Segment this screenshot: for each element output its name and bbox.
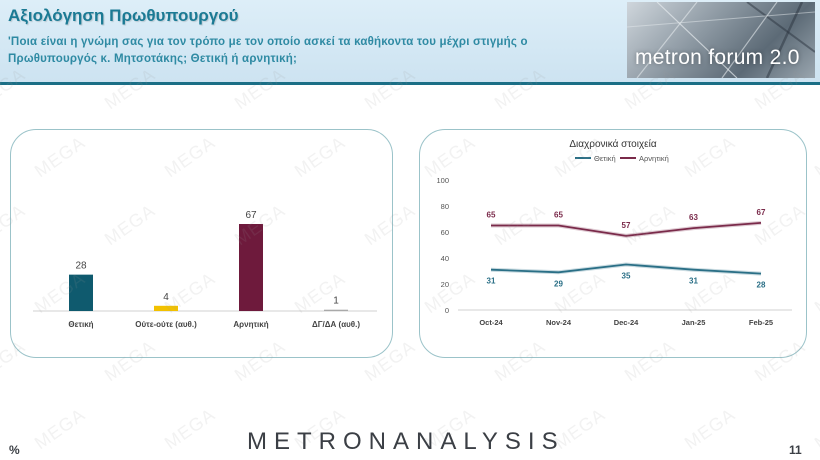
bar xyxy=(69,274,93,311)
logo-background-graphic xyxy=(627,2,815,78)
watermark-text: MEGA xyxy=(811,132,820,181)
y-tick-label: 20 xyxy=(441,280,449,289)
x-tick-label: Feb-25 xyxy=(749,318,773,327)
data-label: 31 xyxy=(487,277,496,286)
category-label: ΔΓ/ΔΑ (αυθ.) xyxy=(312,320,360,329)
watermark-text: MEGA xyxy=(681,404,739,453)
page-title: Αξιολόγηση Πρωθυπουργού xyxy=(8,6,239,25)
watermark-text: MEGA xyxy=(161,404,219,453)
data-label: 29 xyxy=(554,279,563,288)
category-label: Θετική xyxy=(68,320,93,329)
data-label: 35 xyxy=(622,272,631,281)
data-label: 67 xyxy=(757,208,766,217)
data-label: 65 xyxy=(554,211,563,220)
data-label: 28 xyxy=(757,281,766,290)
unit-label: % xyxy=(9,443,20,457)
metron-forum-logo: metron forum 2.0 xyxy=(627,2,815,78)
y-tick-label: 100 xyxy=(436,176,449,185)
logo-text: metron forum 2.0 xyxy=(635,46,800,69)
category-label: Ούτε-ούτε (αυθ.) xyxy=(135,320,197,329)
bar xyxy=(154,305,178,311)
legend-label: Αρνητική xyxy=(639,154,669,163)
page-number: 11 xyxy=(789,443,802,457)
bar-value-label: 28 xyxy=(75,261,87,272)
x-tick-label: Jan-25 xyxy=(682,318,706,327)
watermark-text: MEGA xyxy=(31,404,89,453)
legend-label: Θετική xyxy=(594,154,616,163)
series-line xyxy=(491,222,762,237)
x-tick-label: Dec-24 xyxy=(614,318,639,327)
header-divider xyxy=(0,82,820,85)
x-tick-label: Nov-24 xyxy=(546,318,572,327)
bar-value-label: 67 xyxy=(245,210,257,221)
line-chart: Διαχρονικά στοιχεία Θετική Αρνητική 0 20 40 60… xyxy=(436,138,792,327)
data-label: 57 xyxy=(622,221,631,230)
watermark-text: MEGA xyxy=(811,268,820,317)
data-label: 63 xyxy=(689,213,698,222)
bar-value-label: 1 xyxy=(333,296,339,307)
category-label: Αρνητική xyxy=(233,320,268,329)
survey-question: 'Ποια είναι η γνώμη σας για τον τρόπο με… xyxy=(8,36,528,65)
bar-value-label: 4 xyxy=(163,292,169,303)
chart-title: Διαχρονικά στοιχεία xyxy=(569,138,657,150)
watermark-text: MEGA xyxy=(811,404,820,453)
bar-chart: 28 Θετική 4 Ούτε-ούτε (αυθ.) 67 Αρνητική 1 ΔΓ/Δ… xyxy=(33,210,377,329)
bar-chart-panel: 28 Θετική 4 Ούτε-ούτε (αυθ.) 67 Αρνητική 1 ΔΓ/Δ… xyxy=(10,129,393,358)
metron-analysis-logo: METRONANALYSIS xyxy=(247,428,565,455)
y-tick-label: 80 xyxy=(441,202,449,211)
x-tick-label: Oct-24 xyxy=(479,318,503,327)
bar xyxy=(324,309,348,311)
data-label: 65 xyxy=(487,211,496,220)
series-line xyxy=(490,263,762,275)
data-label: 31 xyxy=(689,277,698,286)
bar xyxy=(239,224,263,311)
y-tick-label: 0 xyxy=(445,306,449,315)
y-tick-label: 60 xyxy=(441,228,449,237)
line-chart-panel: Διαχρονικά στοιχεία Θετική Αρνητική 0 20 40 60… xyxy=(419,129,807,358)
y-tick-label: 40 xyxy=(441,254,449,263)
